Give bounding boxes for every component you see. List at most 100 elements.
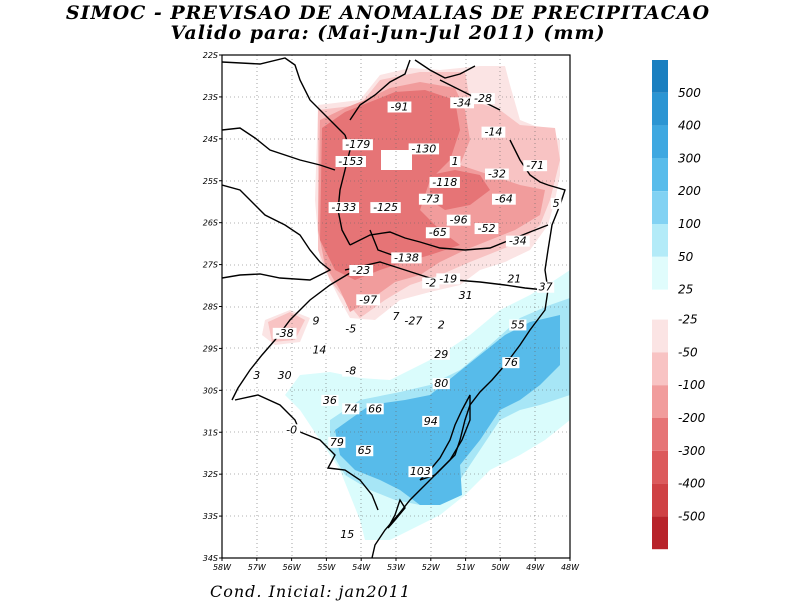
value-label: -8 xyxy=(345,365,356,378)
value-label: -97 xyxy=(359,293,377,306)
value-label-bg xyxy=(474,223,499,235)
border-river-west xyxy=(222,184,332,281)
value-label-bg xyxy=(391,252,422,264)
colorbar-negative-segment xyxy=(652,483,668,517)
value-label: -2 xyxy=(425,277,436,290)
lon-label: 58W xyxy=(213,563,232,572)
lat-label: 22S xyxy=(203,51,218,60)
value-label: 103 xyxy=(410,465,431,478)
value-label: 66 xyxy=(368,402,382,415)
lat-label: 25S xyxy=(203,177,218,186)
value-label: 30 xyxy=(278,369,292,382)
value-label: 1 xyxy=(452,155,459,168)
value-label-bg xyxy=(335,155,366,167)
border-west-rs xyxy=(231,269,356,401)
value-label-bg xyxy=(436,273,461,285)
value-label-bg xyxy=(276,369,294,381)
lat-label: 34S xyxy=(203,554,218,563)
value-label: -73 xyxy=(422,193,440,206)
lon-label: 57W xyxy=(248,563,267,572)
value-label-bg xyxy=(328,202,359,214)
lat-label: 23S xyxy=(203,93,218,102)
value-label-bg xyxy=(432,378,450,390)
value-label: -130 xyxy=(411,142,436,155)
value-label: -28 xyxy=(474,92,492,105)
colorbar-label: -300 xyxy=(678,444,706,458)
value-label: 94 xyxy=(424,415,438,428)
value-label: -96 xyxy=(450,214,468,227)
value-label: 74 xyxy=(344,402,358,415)
value-label-bg xyxy=(505,235,530,247)
colorbar-label: 300 xyxy=(678,151,701,165)
value-label-bg xyxy=(422,415,440,427)
value-label: 76 xyxy=(504,356,518,369)
value-label-bg xyxy=(422,277,440,289)
colorbar-label: -50 xyxy=(678,345,698,359)
value-label: -52 xyxy=(477,222,495,235)
lat-label: 33S xyxy=(203,512,218,521)
colorbar-negative-segment xyxy=(652,418,668,451)
shade-negative-200 xyxy=(320,90,460,280)
value-label: -34 xyxy=(509,235,527,248)
longitude-labels: 58W 57W 56W 55W 54W 53W 52W 51W 50W 49W 48W xyxy=(213,558,580,572)
value-label: -118 xyxy=(432,176,457,189)
value-label-bg xyxy=(502,357,520,369)
colorbar-label: 400 xyxy=(678,119,701,133)
value-label-bg xyxy=(450,97,475,109)
map-title-line2: Valido para: (Mai-Jun-Jul 2011) (mm) xyxy=(170,22,606,44)
lat-label: 32S xyxy=(203,470,218,479)
lon-label: 54W xyxy=(352,563,371,572)
colorbar-negative-segment xyxy=(652,319,668,353)
value-label-bg xyxy=(366,403,384,415)
lagoon-mirim xyxy=(387,498,406,529)
lat-label: 30S xyxy=(203,386,218,395)
initial-condition-label: Cond. Inicial: jan2011 xyxy=(210,582,412,601)
lon-label: 55W xyxy=(317,563,336,572)
lat-label: 31S xyxy=(203,428,218,437)
colorbar-positive-segment xyxy=(652,60,668,93)
colorbar-positive-segment xyxy=(652,191,668,224)
value-label-bg xyxy=(272,327,297,339)
value-label: -0 xyxy=(286,423,297,436)
value-label: 31 xyxy=(459,289,473,302)
colorbar-negative-segment xyxy=(652,385,668,418)
value-label-bg xyxy=(321,394,339,406)
value-label-bg xyxy=(251,369,263,381)
lat-label: 24S xyxy=(203,135,218,144)
shade-missing-pocket xyxy=(381,150,412,170)
value-label: 5 xyxy=(553,197,560,210)
value-label: 15 xyxy=(340,528,354,541)
value-label-bg xyxy=(390,311,402,323)
value-label-bg xyxy=(283,424,301,436)
value-label: -133 xyxy=(331,201,356,214)
value-label-bg xyxy=(342,139,373,151)
value-label: 29 xyxy=(434,348,448,361)
colorbar-positive-segment xyxy=(652,224,668,257)
colorbar-negative-segment xyxy=(652,516,668,550)
value-label-bg xyxy=(523,160,548,172)
value-label-bg xyxy=(401,315,426,327)
value-label: -23 xyxy=(352,264,370,277)
value-label-bg xyxy=(356,445,374,457)
value-label: -19 xyxy=(439,272,457,285)
lat-label: 26S xyxy=(203,219,218,228)
value-label-bg xyxy=(449,155,461,167)
value-label: -153 xyxy=(338,155,363,168)
value-label: -65 xyxy=(429,226,447,239)
border-sp xyxy=(414,59,476,79)
value-label-bg xyxy=(356,294,381,306)
value-label-bg xyxy=(370,202,401,214)
value-label-bg xyxy=(491,193,516,205)
colorbar-label: -25 xyxy=(678,313,698,327)
value-label-bg xyxy=(310,344,329,356)
colorbar-label: 500 xyxy=(678,86,701,100)
border-uruguay xyxy=(234,394,379,511)
value-label-bg xyxy=(432,348,450,360)
value-label: 14 xyxy=(312,344,326,357)
value-label: -64 xyxy=(495,193,513,206)
value-label: -32 xyxy=(488,168,506,181)
border-north-west xyxy=(222,57,346,136)
value-label-bg xyxy=(338,529,356,541)
value-label-bg xyxy=(349,264,374,276)
